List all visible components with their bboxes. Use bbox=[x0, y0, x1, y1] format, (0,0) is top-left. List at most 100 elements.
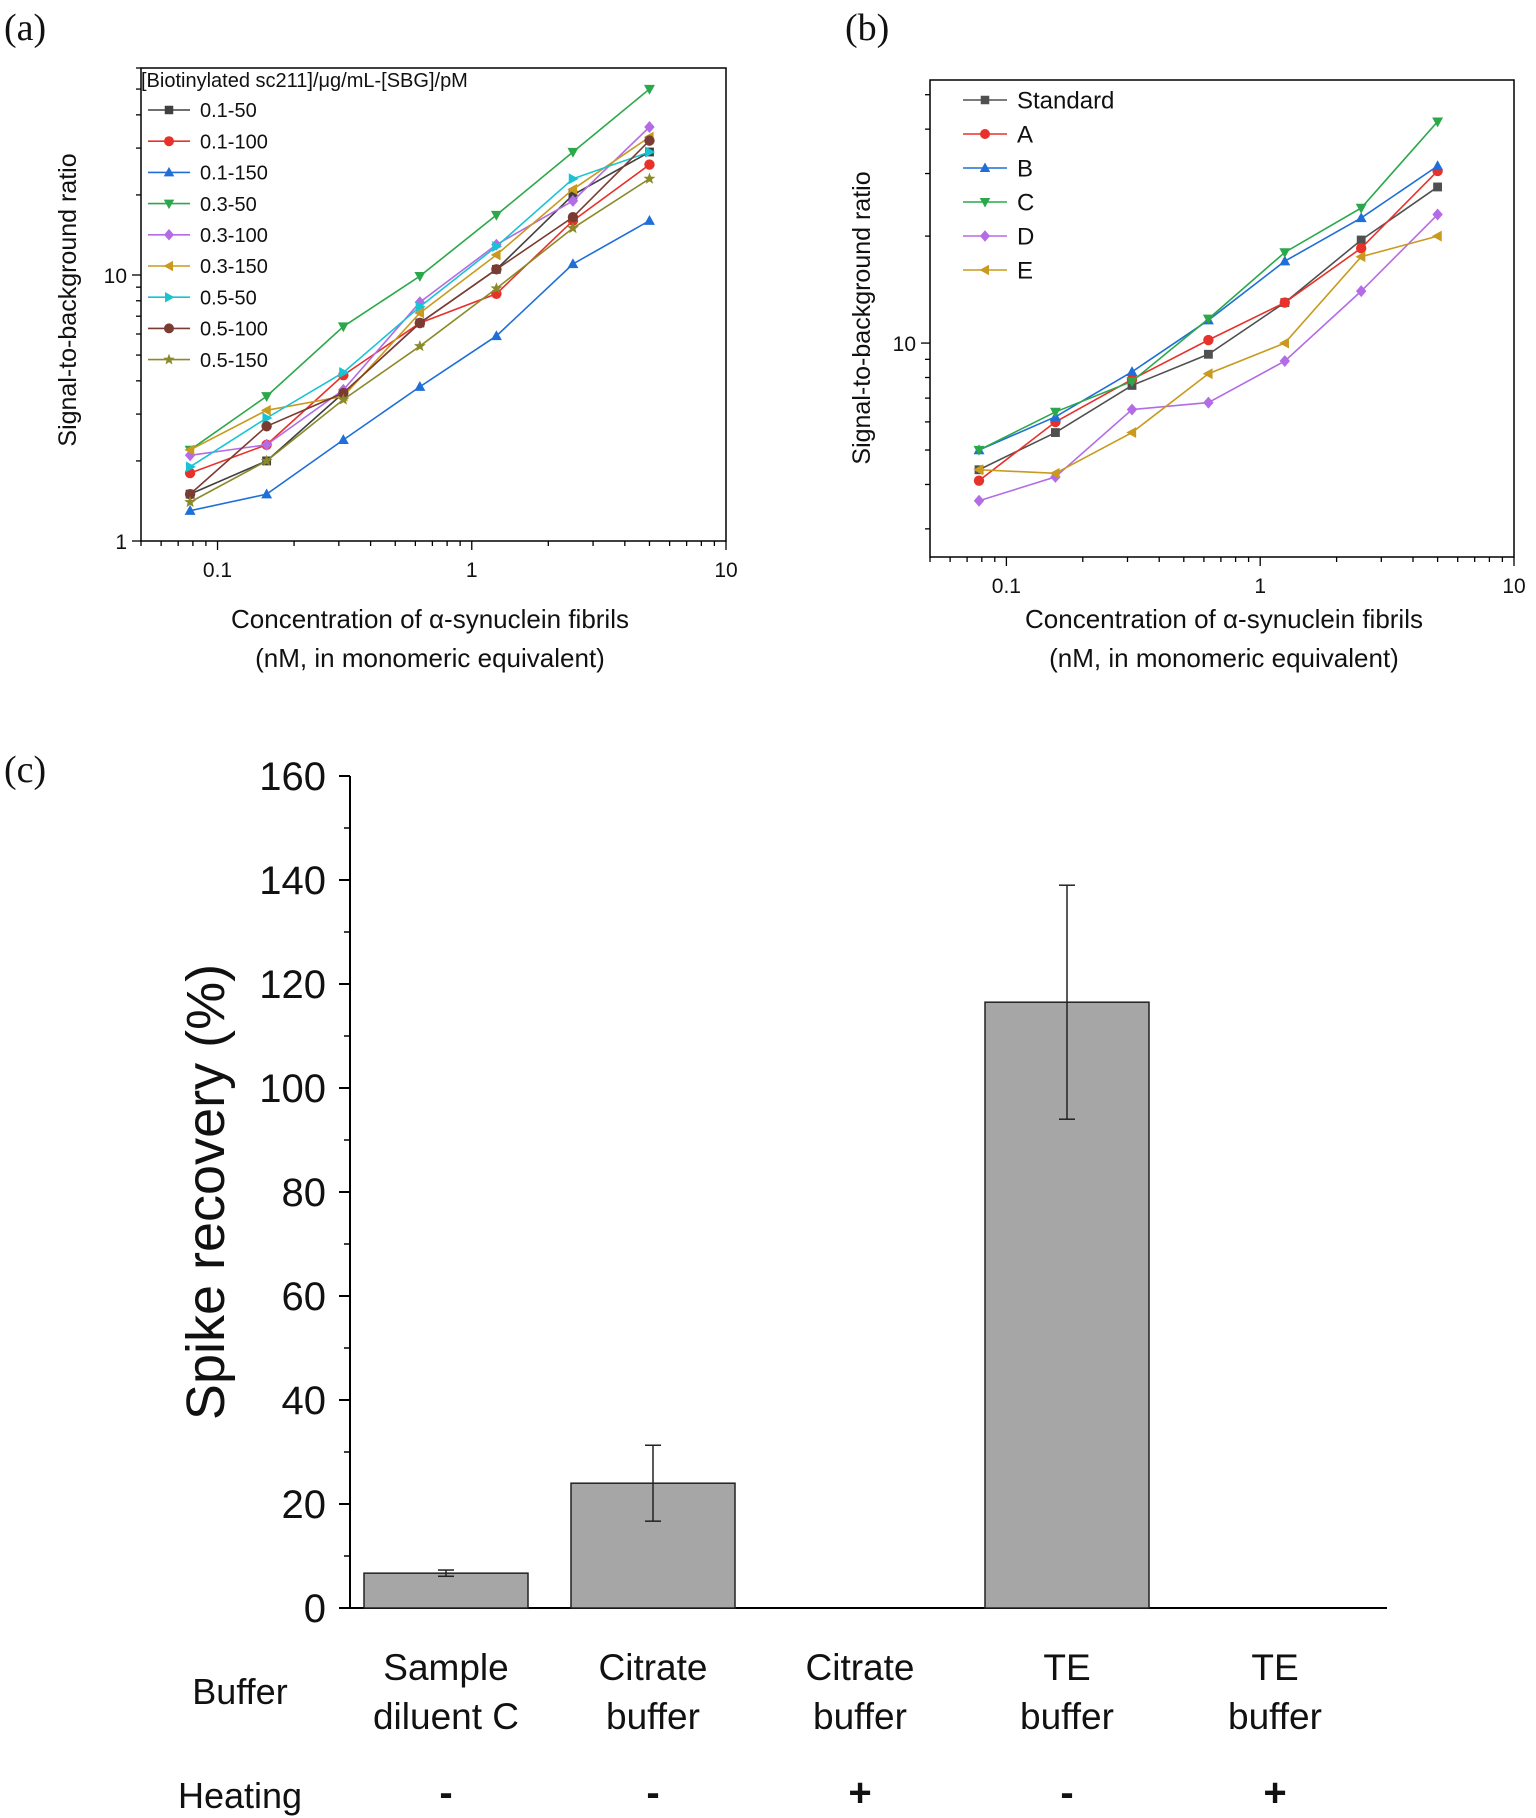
chart-a-frame bbox=[140, 67, 727, 542]
a-data-point bbox=[184, 488, 196, 500]
a-legend-marker bbox=[163, 353, 175, 365]
a-data-point bbox=[415, 301, 426, 313]
b-data-point bbox=[1433, 182, 1443, 192]
chart-b-y-axis: 10 bbox=[893, 94, 930, 530]
a-ytick-label: 10 bbox=[104, 265, 127, 288]
chart-a-legend: [Biotinylated sc211]/μg/mL-[SBG]/pM 0.1-… bbox=[141, 70, 468, 372]
panel-label-a: (a) bbox=[4, 7, 46, 49]
category-label-line2: buffer bbox=[1020, 1696, 1114, 1737]
b-data-point bbox=[1356, 235, 1366, 245]
b-legend-label: B bbox=[1017, 156, 1033, 183]
chart-c-y-ticks: 0 20 40 60 80 100 120 140 160 bbox=[259, 755, 350, 1631]
chart-b-x-axis: 0.1 1 10 bbox=[929, 557, 1526, 598]
chart-c-bars bbox=[363, 884, 1150, 1609]
chart-a-xlabel-line2: (nM, in monomeric equivalent) bbox=[255, 643, 605, 673]
a-data-point bbox=[490, 210, 502, 221]
a-data-point bbox=[567, 258, 579, 269]
a-data-point bbox=[414, 307, 425, 319]
category-label-line1: TE bbox=[1043, 1647, 1090, 1688]
a-legend-marker bbox=[163, 199, 175, 210]
heating-label: - bbox=[646, 1771, 659, 1815]
b-data-point bbox=[973, 475, 985, 486]
b-data-point bbox=[1355, 212, 1367, 223]
heating-label: + bbox=[848, 1771, 871, 1815]
c-ytick-label: 40 bbox=[282, 1379, 327, 1423]
b-data-point bbox=[973, 494, 985, 507]
b-data-point bbox=[1126, 427, 1137, 439]
b-data-point bbox=[1279, 355, 1290, 368]
a-legend-label: 0.5-50 bbox=[200, 287, 257, 309]
a-legend-label: 0.1-150 bbox=[200, 163, 268, 185]
chart-c-ylabel: Spike recovery (%) bbox=[176, 964, 236, 1420]
chart-b-xlabel-line1: Concentration of α-synuclein fibrils bbox=[1025, 604, 1423, 634]
heating-label: - bbox=[439, 1771, 452, 1815]
a-legend-marker bbox=[163, 166, 175, 177]
a-data-point bbox=[184, 504, 196, 515]
chart-b-xlabel-line2: (nM, in monomeric equivalent) bbox=[1049, 643, 1399, 673]
category-label-line1: Sample bbox=[383, 1647, 508, 1688]
b-data-point bbox=[1432, 208, 1443, 221]
b-legend-marker bbox=[979, 198, 991, 208]
a-legend-marker bbox=[165, 291, 175, 303]
a-data-point bbox=[567, 183, 578, 195]
a-data-point bbox=[261, 488, 273, 499]
b-data-point bbox=[1355, 242, 1367, 254]
a-data-point bbox=[567, 211, 579, 223]
c-ytick-label: 80 bbox=[282, 1171, 327, 1215]
a-data-point bbox=[337, 322, 349, 333]
b-xtick-label: 10 bbox=[1502, 575, 1525, 598]
row-label-buffer: Buffer bbox=[192, 1671, 287, 1712]
a-data-point bbox=[261, 438, 272, 451]
chart-a-series bbox=[184, 84, 656, 515]
b-legend-marker bbox=[980, 129, 990, 139]
bar bbox=[363, 1572, 529, 1609]
a-data-point bbox=[644, 159, 655, 170]
a-data-point bbox=[339, 367, 350, 378]
a-data-point bbox=[261, 392, 273, 402]
chart-c-categories: Sample diluent C - Citrate buffer - Citrate buf… bbox=[373, 1647, 1322, 1815]
b-data-point bbox=[1049, 407, 1061, 418]
a-data-point bbox=[490, 249, 501, 261]
a-data-point bbox=[414, 317, 426, 329]
b-xtick-label: 1 bbox=[1254, 575, 1266, 598]
a-legend-label: 0.3-50 bbox=[200, 194, 257, 216]
a-legend-marker bbox=[163, 260, 173, 272]
chart-b-frame bbox=[929, 79, 1515, 558]
b-data-point bbox=[1126, 366, 1138, 376]
b-data-point bbox=[1203, 334, 1214, 346]
b-legend-label: D bbox=[1017, 224, 1034, 251]
b-legend-label: A bbox=[1017, 122, 1033, 149]
c-ytick-label: 120 bbox=[259, 963, 326, 1007]
a-data-point bbox=[644, 214, 655, 225]
a-data-point bbox=[338, 387, 349, 399]
c-ytick-label: 20 bbox=[282, 1483, 327, 1527]
a-data-point bbox=[491, 264, 502, 275]
panel-label-b: (b) bbox=[845, 7, 889, 49]
b-data-point bbox=[1126, 377, 1138, 388]
b-data-point bbox=[1202, 314, 1214, 325]
b-data-point bbox=[1355, 203, 1367, 214]
a-legend-label: 0.1-100 bbox=[200, 131, 268, 153]
heating-label: - bbox=[1060, 1771, 1073, 1815]
b-legend-label: E bbox=[1017, 258, 1033, 285]
b-legend-label: Standard bbox=[1017, 88, 1114, 115]
b-data-point bbox=[1355, 285, 1367, 298]
a-legend-label: 0.3-100 bbox=[200, 225, 268, 247]
chart-a-y-axis: 1 10 bbox=[104, 67, 141, 554]
category-label-line2: buffer bbox=[606, 1696, 700, 1737]
a-legend-label: 0.5-150 bbox=[200, 350, 268, 372]
a-data-point bbox=[260, 454, 273, 466]
c-ytick-label: 140 bbox=[259, 859, 326, 903]
chart-b-series bbox=[973, 117, 1444, 507]
chart-a-ylabel: Signal-to-background ratio bbox=[54, 153, 82, 446]
a-data-point bbox=[413, 339, 426, 352]
a-legend-marker bbox=[164, 229, 174, 241]
a-ytick-label: 1 bbox=[115, 531, 127, 554]
chart-a-x-axis: 0.1 1 10 bbox=[140, 541, 738, 582]
b-data-point bbox=[1279, 337, 1289, 349]
a-legend-marker bbox=[164, 105, 174, 115]
b-data-point bbox=[1355, 251, 1366, 263]
b-data-point bbox=[1126, 403, 1138, 416]
a-data-point bbox=[185, 461, 196, 473]
